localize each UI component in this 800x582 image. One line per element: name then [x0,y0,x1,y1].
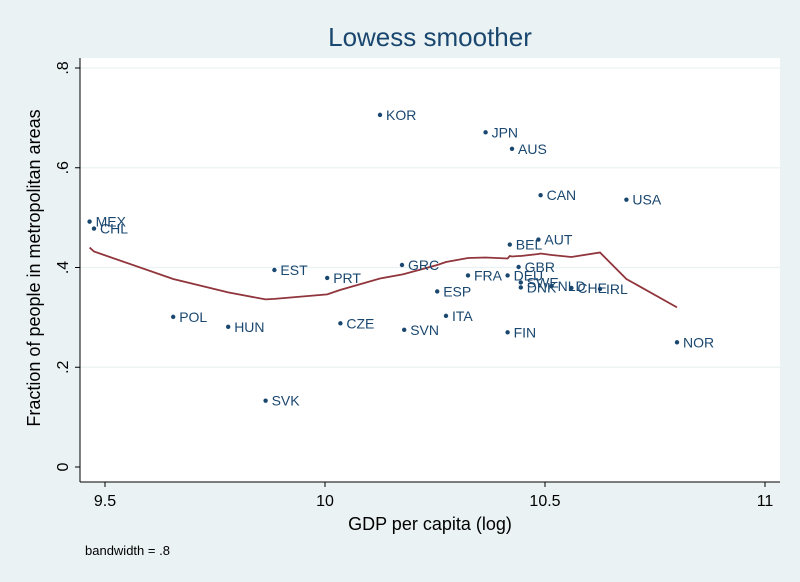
point-irl [597,286,603,292]
point-svk [263,398,268,403]
point-label-svk: SVK [272,393,301,409]
x-tick-label-1: 10 [316,493,334,510]
point-est [272,267,277,273]
point-label-fra: FRA [474,267,503,283]
point-label-aus: AUS [518,141,547,157]
gridlines [80,67,780,368]
point-esp [435,289,440,294]
y-tick-label-3: .6 [55,161,72,174]
point-label-pol: POL [179,309,207,325]
point-swe [518,280,523,285]
point-label-grc: GRC [408,257,439,273]
point-fra [465,273,471,278]
point-bel [507,242,512,247]
point-label-chl: CHL [100,221,128,237]
point-kor [377,112,383,118]
axes: 9.5 10 10.5 11 0 .2 .4 .6 .8 [55,58,780,510]
point-fin [505,330,510,335]
point-label-prt: PRT [333,270,361,286]
point-svn [402,327,407,333]
point-gbr [516,264,521,270]
point-ita [443,313,449,319]
point-usa [624,197,629,202]
point-grc [399,262,405,268]
point-label-esp: ESP [443,283,471,299]
point-label-bel: BEL [516,237,543,253]
point-can [538,192,543,198]
point-aut [536,237,541,242]
point-pol [171,314,176,320]
y-tick-label-1: .2 [55,360,72,373]
point-nld [549,283,554,289]
chart-title: Lowess smoother [328,22,532,52]
point-label-aut: AUT [544,232,572,248]
point-hun [226,324,231,330]
point-label-can: CAN [547,187,577,203]
point-label-fin: FIN [514,324,537,340]
lowess-line [89,246,678,309]
point-label-mex: MEX [96,214,127,230]
point-label-irl: IRL [606,281,628,297]
point-label-che: CHE [577,280,607,296]
point-label-jpn: JPN [492,124,518,140]
x-tick-label-0: 9.5 [94,493,116,510]
x-tick-label-2: 10.5 [529,493,560,510]
point-cze [338,321,343,326]
x-axis-label: GDP per capita (log) [348,514,512,534]
point-label-deu: DEU [514,267,544,283]
point-label-hun: HUN [234,319,264,335]
plot-area [80,58,780,482]
point-label-gbr: GBR [525,259,555,275]
bandwidth-note: bandwidth = .8 [85,543,170,558]
point-prt [325,275,330,281]
point-label-ita: ITA [452,308,473,324]
point-deu [505,273,510,278]
point-aus [509,146,515,151]
point-label-est: EST [280,262,308,278]
point-label-dnk: DNK [527,279,557,295]
point-label-svn: SVN [410,322,439,338]
point-dnk [518,285,523,290]
point-label-kor: KOR [386,107,416,123]
point-label-usa: USA [632,192,661,208]
point-jpn [483,130,488,135]
y-tick-label-2: .4 [55,261,72,274]
y-tick-label-0: 0 [55,462,72,471]
point-label-cze: CZE [346,315,374,331]
point-chl [91,226,97,231]
y-tick-label-4: .8 [55,61,72,74]
point-nor [674,340,680,345]
lowess-layer [89,246,678,309]
y-axis-label: Fraction of people in metropolitan areas [24,109,44,426]
x-tick-label-3: 11 [757,493,774,510]
point-mex [87,219,92,224]
point-label-nor: NOR [683,334,714,350]
point-che [569,285,574,291]
